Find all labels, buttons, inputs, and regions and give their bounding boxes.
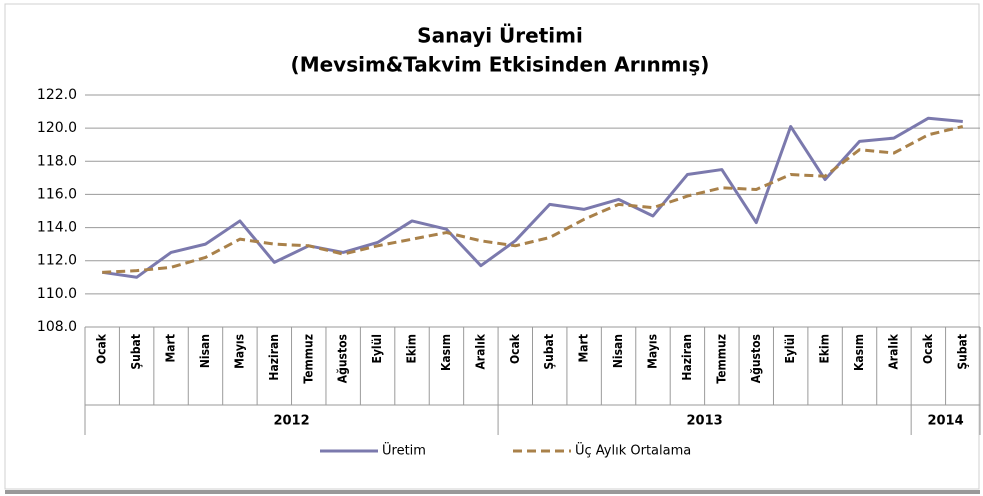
x-tick-label: Aralık: [886, 333, 900, 369]
y-tick-label: 122.0: [37, 87, 77, 103]
x-tick-label: Ağustos: [336, 334, 350, 383]
legend-label: Üç Aylık Ortalama: [575, 442, 691, 459]
x-tick-label: Temmuz: [301, 334, 315, 384]
x-tick-label: Aralık: [473, 333, 487, 369]
group-label: 2014: [927, 414, 963, 429]
series-line: [102, 125, 964, 274]
y-tick-label: 108.0: [37, 319, 77, 335]
y-tick-label: 116.0: [37, 186, 77, 202]
chart-frame: [4, 3, 980, 490]
x-tick-label: Şubat: [542, 334, 556, 370]
x-tick-label: Mayıs: [232, 334, 246, 369]
group-label: 2012: [273, 414, 309, 429]
x-tick-label: Ekim: [818, 334, 832, 364]
group-label: 2013: [687, 414, 723, 429]
x-tick-label: Ocak: [95, 333, 109, 364]
x-tick-label: Ekim: [405, 334, 419, 364]
chart-subtitle: (Mevsim&Takvim Etkisinden Arınmış): [291, 53, 710, 77]
x-tick-label: Eylül: [783, 334, 797, 364]
y-tick-label: 120.0: [37, 120, 77, 136]
y-tick-label: 112.0: [37, 253, 77, 269]
x-tick-label: Ocak: [508, 333, 522, 364]
chart-title: Sanayi Üretimi: [417, 24, 583, 48]
x-tick-label: Mart: [164, 334, 178, 363]
x-tick-label: Şubat: [955, 334, 969, 370]
x-tick-label: Ağustos: [749, 334, 763, 383]
x-tick-label: Şubat: [129, 334, 143, 370]
x-tick-label: Haziran: [267, 334, 281, 381]
x-tick-label: Mart: [577, 334, 591, 363]
x-tick-label: Eylül: [370, 334, 384, 364]
x-tick-label: Haziran: [680, 334, 694, 381]
legend-label: Üretim: [382, 442, 426, 459]
x-tick-label: Nisan: [198, 334, 212, 368]
y-tick-label: 110.0: [37, 286, 77, 302]
x-tick-label: Kasım: [852, 334, 866, 371]
x-tick-label: Nisan: [611, 334, 625, 368]
y-tick-label: 118.0: [37, 153, 77, 169]
x-tick-label: Kasım: [439, 334, 453, 371]
x-tick-label: Ocak: [921, 333, 935, 364]
y-tick-label: 114.0: [37, 220, 77, 236]
x-tick-label: Temmuz: [714, 334, 728, 384]
x-tick-label: Mayıs: [645, 334, 659, 369]
series-line: [101, 116, 963, 279]
